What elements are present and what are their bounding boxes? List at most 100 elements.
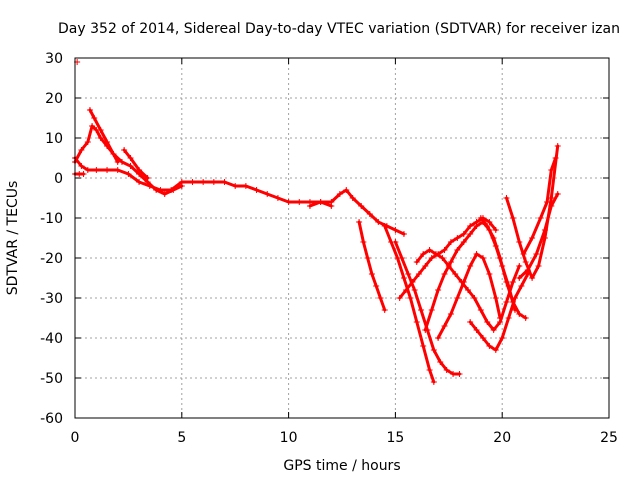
series-track-d	[72, 171, 87, 177]
data-point	[78, 163, 85, 169]
data-point	[104, 167, 111, 173]
data-point	[509, 279, 516, 285]
series-line	[308, 188, 406, 236]
data-point	[422, 327, 429, 333]
data-point	[467, 231, 474, 237]
data-point	[447, 239, 454, 245]
series-track-b	[72, 123, 121, 165]
series-track-f	[306, 187, 407, 237]
data-point	[110, 151, 117, 157]
data-point	[127, 163, 134, 169]
data-point	[435, 335, 442, 341]
series-line	[479, 216, 528, 320]
series-line	[522, 156, 558, 256]
data-point	[548, 195, 555, 201]
data-point	[467, 223, 474, 229]
data-point	[253, 187, 260, 193]
series-line	[468, 272, 530, 352]
data-point	[518, 283, 525, 289]
data-point	[349, 195, 356, 201]
data-point	[477, 215, 484, 221]
data-point	[479, 255, 486, 261]
data-point	[473, 223, 480, 229]
data-point	[317, 199, 324, 205]
series-track-o	[477, 215, 529, 321]
data-point	[554, 191, 561, 197]
data-point	[285, 199, 292, 205]
data-point	[84, 167, 91, 173]
data-point	[422, 263, 429, 269]
data-point	[522, 259, 529, 265]
data-point	[136, 167, 143, 173]
data-point	[454, 295, 461, 301]
data-point	[161, 191, 168, 197]
data-point	[467, 319, 474, 325]
data-point	[497, 315, 504, 321]
data-point	[509, 299, 516, 305]
data-point	[430, 379, 437, 385]
data-point	[264, 191, 271, 197]
data-point	[398, 255, 405, 261]
data-point	[473, 327, 480, 333]
data-point	[178, 183, 185, 189]
y-axis-label: SDTVAR / TECUs	[5, 181, 21, 296]
data-point	[439, 255, 446, 261]
data-point	[86, 107, 93, 113]
data-point	[396, 295, 403, 301]
data-point	[432, 251, 439, 257]
data-point	[454, 235, 461, 241]
x-tick-label: 20	[493, 430, 511, 446]
data-point	[375, 219, 382, 225]
data-point	[443, 367, 450, 373]
data-point	[447, 311, 454, 317]
data-point	[533, 251, 540, 257]
y-tick-label: 10	[45, 131, 63, 147]
data-point	[114, 167, 121, 173]
y-tick-label: -20	[40, 251, 63, 267]
data-point	[516, 275, 523, 281]
data-point	[520, 251, 527, 257]
data-point	[497, 255, 504, 261]
data-point	[465, 287, 472, 293]
series-track-e	[121, 147, 151, 181]
data-point	[381, 307, 388, 313]
series-track-a	[72, 155, 335, 209]
data-point	[189, 179, 196, 185]
x-tick-label: 10	[280, 430, 298, 446]
data-point	[477, 307, 484, 313]
data-point	[492, 347, 499, 353]
data-point	[516, 239, 523, 245]
data-point	[78, 147, 85, 153]
data-point	[452, 271, 459, 277]
series-track-n	[467, 271, 531, 353]
axis-ticks	[74, 57, 610, 419]
data-point	[80, 171, 87, 177]
data-point	[89, 123, 96, 129]
data-point	[509, 215, 516, 221]
data-point	[405, 271, 412, 277]
data-point	[91, 115, 98, 121]
data-series	[72, 59, 561, 385]
data-point	[104, 139, 111, 145]
data-point	[93, 167, 100, 173]
data-point	[516, 263, 523, 269]
data-point	[373, 283, 380, 289]
data-point	[460, 279, 467, 285]
x-axis-label: GPS time / hours	[283, 458, 400, 474]
data-point	[524, 267, 531, 273]
series-line	[383, 224, 436, 384]
data-point	[503, 299, 510, 305]
data-point	[441, 271, 448, 277]
data-point	[336, 191, 343, 197]
series-line	[122, 148, 150, 180]
data-point	[460, 239, 467, 245]
x-tick-label: 0	[71, 430, 80, 446]
data-point	[426, 367, 433, 373]
y-tick-label: -10	[40, 211, 63, 227]
data-point	[548, 203, 555, 209]
y-tick-label: -50	[40, 371, 63, 387]
data-point	[242, 183, 249, 189]
x-tick-labels: 0 5 10 15 20 25	[71, 430, 618, 446]
data-point	[490, 235, 497, 241]
data-point	[97, 135, 104, 141]
